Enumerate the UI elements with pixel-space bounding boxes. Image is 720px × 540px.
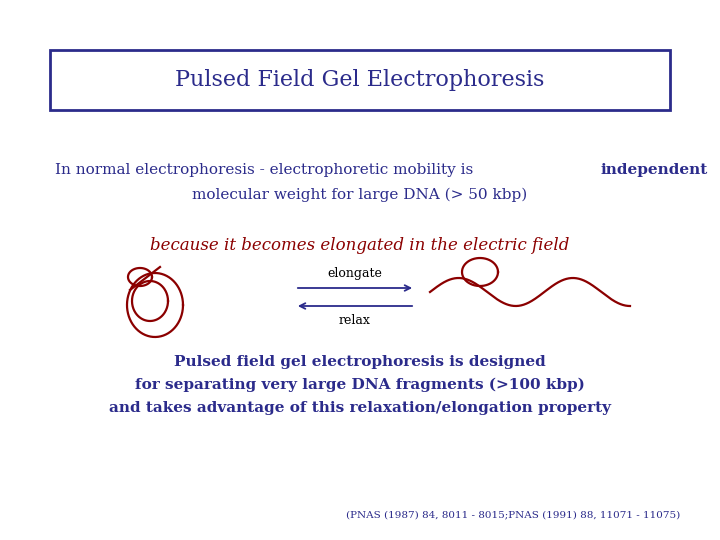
Text: Pulsed Field Gel Electrophoresis: Pulsed Field Gel Electrophoresis: [175, 69, 545, 91]
Text: Pulsed field gel electrophoresis is designed: Pulsed field gel electrophoresis is desi…: [174, 355, 546, 369]
Bar: [50, 50, 670, 110]
Text: molecular weight for large DNA (> 50 kbp): molecular weight for large DNA (> 50 kbp…: [192, 188, 528, 202]
Text: independent: independent: [601, 163, 708, 177]
Text: relax: relax: [339, 314, 371, 327]
Text: (PNAS (1987) 84, 8011 - 8015;PNAS (1991) 88, 11071 - 11075): (PNAS (1987) 84, 8011 - 8015;PNAS (1991)…: [346, 510, 680, 519]
Text: for separating very large DNA fragments (>100 kbp): for separating very large DNA fragments …: [135, 378, 585, 392]
Text: and takes advantage of this relaxation/elongation property: and takes advantage of this relaxation/e…: [109, 401, 611, 415]
Text: In normal electrophoresis - electrophoretic mobility is: In normal electrophoresis - electrophore…: [55, 163, 478, 177]
Text: elongate: elongate: [328, 267, 382, 280]
Text: because it becomes elongated in the electric field: because it becomes elongated in the elec…: [150, 237, 570, 253]
